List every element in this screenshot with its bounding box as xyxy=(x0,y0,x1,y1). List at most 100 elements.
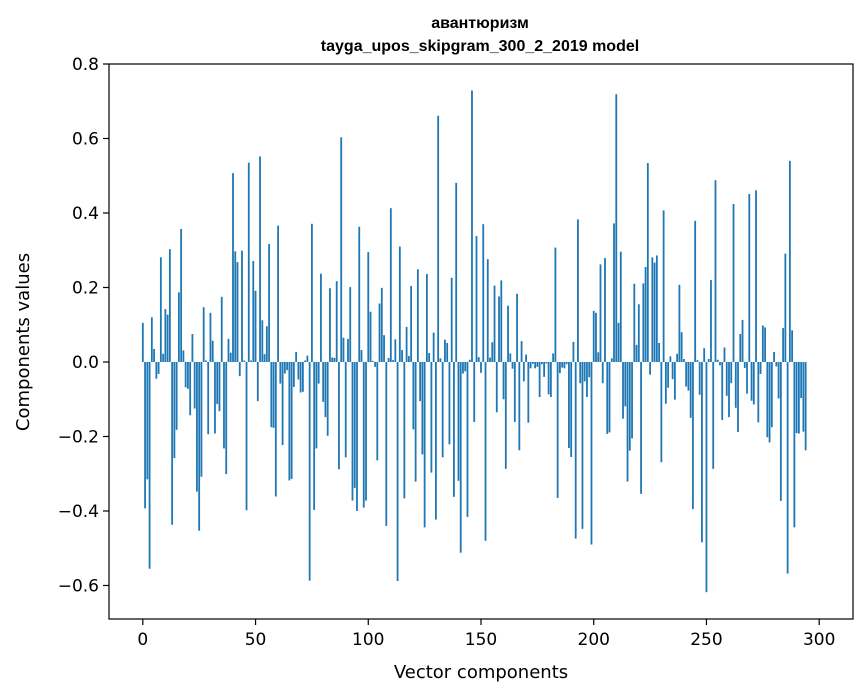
bar xyxy=(148,361,151,569)
bar xyxy=(306,355,309,362)
bar xyxy=(604,258,606,362)
bar xyxy=(184,361,187,388)
bar xyxy=(651,257,654,362)
bar xyxy=(509,353,512,362)
x-tick-label: 0 xyxy=(137,630,148,650)
y-tick-label: 0.2 xyxy=(72,278,99,298)
y-tick-label: 0.0 xyxy=(72,353,99,373)
bar xyxy=(398,246,401,362)
bar xyxy=(617,322,620,362)
bar xyxy=(245,361,248,511)
bar xyxy=(777,361,780,399)
bar xyxy=(187,361,189,389)
bar xyxy=(338,361,340,470)
bar xyxy=(286,361,289,371)
bar xyxy=(608,361,611,433)
bar xyxy=(619,251,622,362)
bar xyxy=(281,361,284,446)
bar xyxy=(238,361,241,377)
bar xyxy=(214,361,216,434)
bar xyxy=(795,361,798,434)
bar xyxy=(800,361,803,399)
bar xyxy=(468,359,471,362)
bar xyxy=(507,305,509,362)
bar xyxy=(315,361,318,449)
y-tick-label: −0.2 xyxy=(58,427,99,447)
bar xyxy=(640,361,642,494)
bar xyxy=(180,229,183,362)
bar xyxy=(696,360,699,362)
bar xyxy=(599,264,602,362)
bar xyxy=(405,326,408,362)
bar xyxy=(403,361,406,499)
bar xyxy=(471,90,473,362)
bar xyxy=(365,361,367,501)
bar xyxy=(579,361,582,384)
y-tick-label: −0.6 xyxy=(58,576,99,596)
bar xyxy=(396,361,399,582)
bar xyxy=(631,361,633,439)
bar xyxy=(421,361,424,455)
bar xyxy=(435,361,437,520)
bar xyxy=(144,361,146,509)
bar xyxy=(301,361,304,392)
bar xyxy=(279,361,282,384)
bar xyxy=(755,190,757,362)
bar xyxy=(367,252,370,362)
bar xyxy=(277,225,279,362)
y-tick-label: 0.4 xyxy=(72,204,99,224)
bar xyxy=(610,358,613,362)
bar xyxy=(430,361,433,473)
bar xyxy=(786,361,789,574)
plot-frame xyxy=(108,63,854,620)
bar xyxy=(547,361,550,395)
bar xyxy=(162,353,165,362)
bar xyxy=(259,156,261,362)
bar xyxy=(498,296,500,362)
bar xyxy=(322,361,325,402)
bar xyxy=(791,330,794,362)
x-tick-label: 250 xyxy=(690,630,722,650)
bar xyxy=(155,361,158,379)
bar xyxy=(256,361,259,402)
bar xyxy=(770,361,773,428)
bar xyxy=(750,361,753,401)
bar xyxy=(730,361,733,384)
bar xyxy=(495,361,498,413)
x-tick-label: 100 xyxy=(352,630,384,650)
x-tick-label: 50 xyxy=(245,630,267,650)
bar xyxy=(175,361,178,430)
bar xyxy=(265,326,268,362)
bar xyxy=(565,361,568,365)
bar xyxy=(392,360,394,362)
bar xyxy=(757,361,760,423)
bar xyxy=(220,296,223,362)
bar xyxy=(482,224,485,362)
bar xyxy=(581,361,584,529)
bar xyxy=(570,361,573,457)
bar xyxy=(423,361,426,528)
bar xyxy=(746,361,748,394)
bar xyxy=(297,361,300,380)
bar xyxy=(662,210,665,362)
x-axis: 0 50 100 150 200 250 300 xyxy=(137,619,835,650)
bar xyxy=(788,160,791,362)
bar xyxy=(725,361,728,396)
bar xyxy=(437,115,440,362)
bar xyxy=(759,361,762,374)
bar xyxy=(387,357,390,362)
bar xyxy=(171,361,174,525)
bar xyxy=(232,173,234,362)
bar xyxy=(295,351,298,362)
bar xyxy=(782,328,785,362)
bar xyxy=(146,361,149,480)
x-axis-label: Vector components xyxy=(394,662,568,683)
bar xyxy=(705,361,708,593)
bar xyxy=(513,361,516,422)
bar xyxy=(520,341,523,362)
bar xyxy=(525,354,527,362)
bar xyxy=(340,137,343,362)
bar xyxy=(419,361,422,402)
bar xyxy=(516,293,518,362)
bar xyxy=(737,361,739,433)
